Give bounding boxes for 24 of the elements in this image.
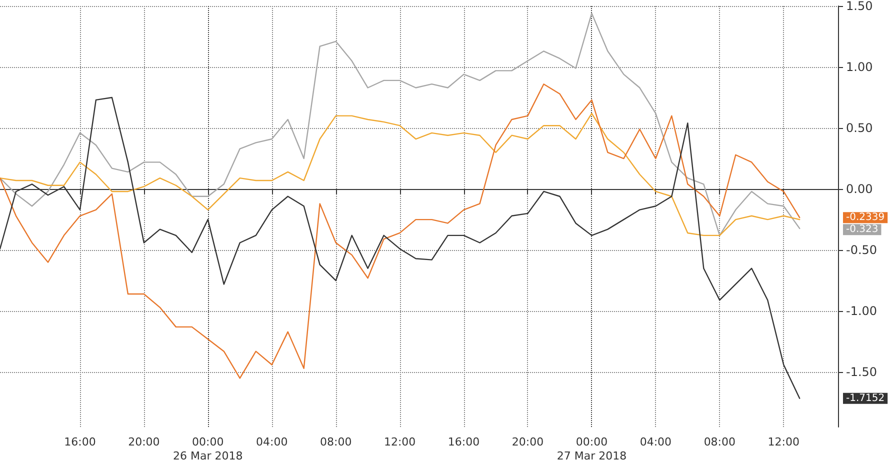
x-tick-label: 04:00 <box>640 436 672 448</box>
line-series <box>0 112 800 236</box>
y-tick-label: 1.00 <box>846 60 873 74</box>
y-tick-label: -0.50 <box>846 243 878 258</box>
x-tick-label: 08:00 <box>320 436 352 448</box>
text: -0.2339 <box>846 212 885 224</box>
x-tick-label: 20:00 <box>512 436 544 448</box>
y-tick-label: 0.00 <box>846 182 873 196</box>
text: -0.323 <box>846 224 878 236</box>
x-tick-label: 20:00 <box>128 436 160 448</box>
x-tick-label: 12:00 <box>384 436 416 448</box>
x-tick-label: 08:00 <box>704 436 736 448</box>
y-tick-label: -1.00 <box>846 304 878 318</box>
y-tick-label: 0.50 <box>846 121 873 136</box>
y-tick-label: -1.50 <box>846 365 878 380</box>
x-tick-label: 04:00 <box>256 436 288 448</box>
x-tick-label: 16:00 <box>448 436 480 448</box>
x-tick-label: 12:00 <box>768 436 800 448</box>
text: -1.7152 <box>846 392 885 404</box>
x-tick-label: 16:00 <box>64 436 96 448</box>
y-tick-label: 1.50 <box>846 0 873 13</box>
x-tick-label: 00:00 27 Mar 2018 <box>556 436 627 462</box>
x-tick-label: 00:00 26 Mar 2018 <box>173 436 243 462</box>
line-series <box>0 12 800 236</box>
